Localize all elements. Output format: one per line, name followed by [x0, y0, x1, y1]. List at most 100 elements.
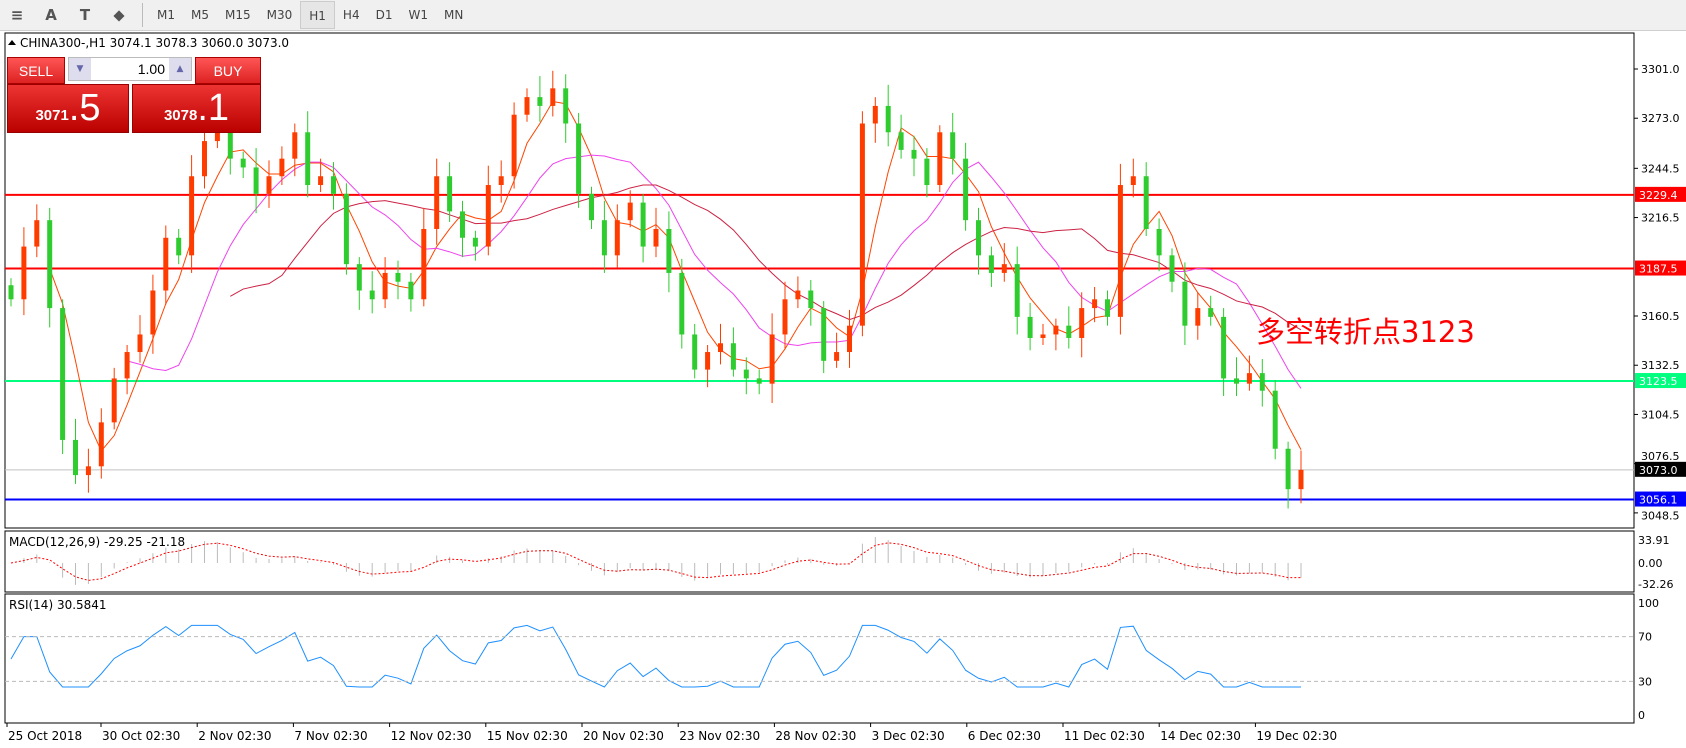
candle-bearish: [240, 158, 246, 168]
candle-bearish: [679, 272, 685, 335]
candle-bearish: [756, 378, 762, 384]
candle-bearish: [47, 220, 53, 309]
candle-bullish: [705, 352, 711, 370]
candle-bullish: [318, 176, 324, 186]
candle-bullish: [214, 132, 220, 142]
rsi-panel: [4, 593, 1635, 724]
candle-bearish: [1208, 308, 1214, 317]
lot-size-stepper[interactable]: ▼ 1.00 ▲: [68, 57, 192, 81]
timeframe-w1[interactable]: W1: [408, 8, 428, 22]
candle-bearish: [537, 97, 543, 106]
time-tick-label: 20 Nov 02:30: [583, 729, 664, 743]
timeframe-d1[interactable]: D1: [375, 8, 393, 22]
price-tick-label: 3301.0: [1641, 63, 1680, 76]
timeframe-h1[interactable]: H1: [300, 1, 335, 29]
candle-bearish: [1259, 373, 1265, 391]
candle-bearish: [460, 211, 465, 238]
candle-bullish: [124, 352, 130, 379]
macd-tick-label: -32.26: [1638, 578, 1673, 591]
chart-area[interactable]: 3229.4 3187.5 3123.5 3073.0 3056.1 3301.0 3273…: [0, 31, 1686, 748]
fibo-icon[interactable]: ≡: [10, 6, 24, 24]
price-tick-label: 3076.5: [1641, 450, 1680, 463]
lot-decrease-icon[interactable]: ▼: [69, 58, 91, 80]
time-tick-label: 2 Nov 02:30: [198, 729, 271, 743]
sell-price-button[interactable]: 3071 .5: [7, 84, 129, 133]
candle-bullish: [266, 176, 272, 194]
timeframe-h4[interactable]: H4: [342, 8, 360, 22]
sell-button[interactable]: SELL: [7, 57, 65, 84]
rsi-tick-label: 0: [1638, 709, 1645, 722]
one-click-trading-panel: SELL ▼ 1.00 ▲ BUY 3071 .5 3078 .1: [7, 57, 261, 133]
buy-price-pips: .1: [197, 87, 230, 129]
level-tag: [1635, 491, 1686, 507]
candle-bearish: [1221, 316, 1227, 379]
candle-bullish: [795, 290, 801, 300]
candle-bullish: [511, 114, 517, 177]
level-label: 3073.0: [1639, 464, 1678, 477]
time-tick-label: 25 Oct 2018: [8, 729, 82, 743]
candle-bearish: [73, 439, 78, 476]
sell-price-main: 3071: [35, 107, 69, 124]
price-tick-label: 3244.5: [1641, 162, 1680, 175]
timeframe-m30[interactable]: M30: [266, 8, 293, 22]
candle-bullish: [189, 176, 195, 256]
candle-bearish: [1143, 176, 1149, 229]
candle-bearish: [1105, 299, 1110, 317]
candle-bearish: [730, 343, 736, 370]
candle-bearish: [692, 334, 698, 370]
level-tag: [1635, 186, 1686, 202]
candle-bearish: [60, 308, 66, 440]
arrows-icon[interactable]: ⬥: [113, 6, 125, 24]
candle-bullish: [1001, 264, 1007, 273]
text-label-icon[interactable]: T: [79, 6, 91, 24]
rsi-line: [10, 624, 1301, 688]
candle-bullish: [937, 132, 943, 186]
candle-bullish: [1298, 469, 1304, 490]
timeframe-m15[interactable]: M15: [225, 8, 251, 22]
candle-bullish: [137, 334, 143, 353]
buy-price-button[interactable]: 3078 .1: [132, 84, 261, 133]
candle-bearish: [821, 308, 827, 361]
candle-bullish: [1040, 334, 1046, 338]
rsi-tick-label: 30: [1638, 675, 1652, 688]
timeframe-m1[interactable]: M1: [157, 8, 175, 22]
text-a-icon[interactable]: A: [45, 6, 57, 24]
candle-bearish: [885, 105, 891, 133]
candle-bearish: [808, 290, 814, 309]
level-label: 3056.1: [1639, 494, 1678, 507]
candle-bearish: [988, 255, 994, 273]
candle-bearish: [227, 132, 233, 159]
candle-bullish: [718, 343, 723, 353]
collapse-triangle-icon[interactable]: [8, 40, 16, 45]
candle-bearish: [963, 158, 969, 221]
candle-bullish: [485, 185, 491, 247]
candle-bullish: [85, 466, 91, 476]
candle-bullish: [1246, 373, 1252, 384]
lot-increase-icon[interactable]: ▲: [169, 58, 191, 80]
candle-bullish: [163, 237, 169, 291]
candle-bearish: [253, 167, 259, 194]
price-tick-label: 3048.5: [1641, 510, 1680, 523]
time-tick-label: 23 Nov 02:30: [679, 729, 760, 743]
candle-bullish: [1079, 308, 1085, 338]
candle-bearish: [1169, 255, 1175, 282]
candle-bullish: [782, 299, 788, 335]
candle-bullish: [111, 378, 117, 423]
time-tick-label: 6 Dec 02:30: [968, 729, 1041, 743]
timeframe-mn[interactable]: MN: [443, 8, 464, 22]
candle-bullish: [279, 158, 285, 177]
timeframe-m5[interactable]: M5: [191, 8, 209, 22]
price-tick-label: 3104.5: [1641, 408, 1680, 421]
main-panel: [4, 32, 1635, 529]
rsi-tick-label: 100: [1638, 597, 1659, 610]
buy-button[interactable]: BUY: [195, 57, 261, 84]
lot-size-input[interactable]: 1.00: [137, 61, 165, 77]
price-tick-label: 3273.0: [1641, 112, 1680, 125]
candle-bearish: [576, 123, 582, 194]
price-tick-label: 3216.5: [1641, 212, 1680, 225]
candle-bullish: [524, 97, 530, 115]
candle-bearish: [924, 158, 930, 186]
level-tag: [1635, 461, 1686, 477]
candle-bearish: [911, 149, 917, 159]
candle-bearish: [976, 220, 981, 256]
